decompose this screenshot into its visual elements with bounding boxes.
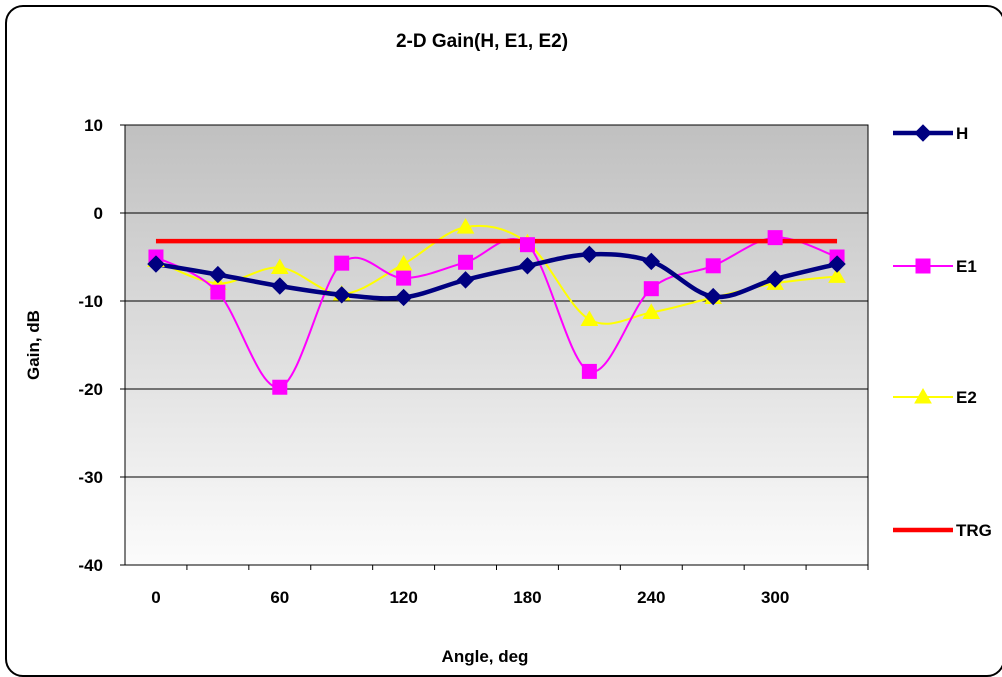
legend: H E1 E2 TRG	[893, 124, 992, 540]
data-point-h	[456, 271, 475, 289]
data-point-e1	[643, 281, 659, 297]
data-point-e1	[519, 237, 535, 253]
data-point-h	[580, 245, 599, 264]
plot-area	[124, 124, 869, 566]
data-point-e1	[705, 258, 721, 274]
data-point-h	[704, 287, 722, 306]
y-tick-label: 0	[94, 204, 103, 223]
data-point-h	[828, 255, 846, 273]
data-point-h	[271, 277, 289, 295]
grid-lines	[125, 212, 868, 478]
legend-marker-h	[914, 124, 932, 142]
legend-marker-e1	[915, 258, 931, 274]
data-point-e1	[210, 284, 226, 300]
data-point-h	[394, 288, 413, 307]
data-point-e1	[396, 270, 412, 286]
data-point-e2	[456, 218, 475, 234]
data-point-h	[209, 265, 227, 284]
data-point-h	[333, 286, 351, 304]
x-tick-label: 0	[151, 588, 160, 607]
data-point-e2	[580, 310, 599, 326]
x-tick-label: 60	[270, 588, 289, 607]
data-point-h	[147, 255, 165, 273]
legend-marker-e2	[914, 387, 932, 404]
y-axis-label: Gain, dB	[24, 310, 43, 380]
x-tick-label: 120	[389, 588, 417, 607]
x-axis-label: Angle, deg	[442, 647, 529, 666]
data-point-e1	[334, 255, 350, 271]
data-point-e1	[458, 254, 474, 270]
chart-title: 2-D Gain(H, E1, E2)	[396, 31, 568, 52]
legend-label-e2: E2	[956, 388, 977, 407]
legend-label-h: H	[956, 124, 968, 143]
x-tick-label: 300	[761, 588, 789, 607]
x-tick-label: 240	[637, 588, 665, 607]
data-point-e2	[394, 255, 413, 271]
x-tick-label: 180	[513, 588, 541, 607]
y-tick-label: 10	[84, 116, 103, 135]
y-tick-label: -10	[78, 292, 103, 311]
y-tick-label: -40	[78, 556, 103, 575]
data-point-e2	[828, 267, 846, 283]
data-point-e2	[270, 258, 289, 275]
axes: 10 0 -10 -20 -30 -40 0 60 120 180 240 300	[78, 116, 869, 607]
y-tick-label: -20	[78, 380, 103, 399]
data-point-e1	[272, 379, 288, 395]
data-point-h	[642, 252, 660, 271]
legend-label-e1: E1	[956, 257, 977, 276]
data-point-h	[766, 270, 784, 288]
data-point-e1	[767, 230, 783, 246]
y-tick-label: -30	[78, 468, 103, 487]
data-point-e1	[581, 363, 597, 379]
data-point-e2	[642, 303, 661, 319]
data-point-h	[518, 257, 537, 275]
legend-label-trg: TRG	[956, 521, 992, 540]
marker-layer	[147, 218, 846, 395]
